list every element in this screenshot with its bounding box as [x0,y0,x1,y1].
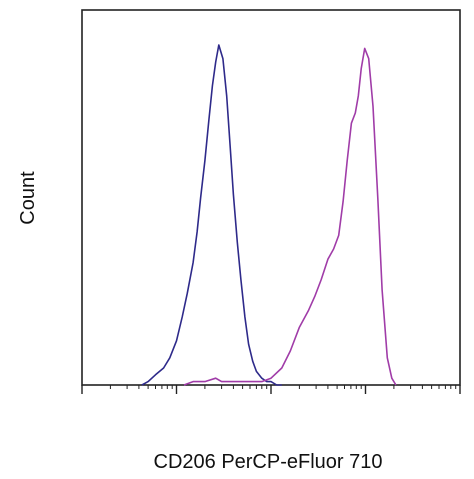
y-axis-label: Count [17,171,39,225]
series-layer [141,44,397,386]
series-line-1 [141,44,282,386]
x-axis-label: CD206 PerCP-eFluor 710 [154,451,383,473]
x-axis-ticks [81,385,461,394]
series-line-2 [183,47,397,386]
plot-frame [81,9,461,386]
